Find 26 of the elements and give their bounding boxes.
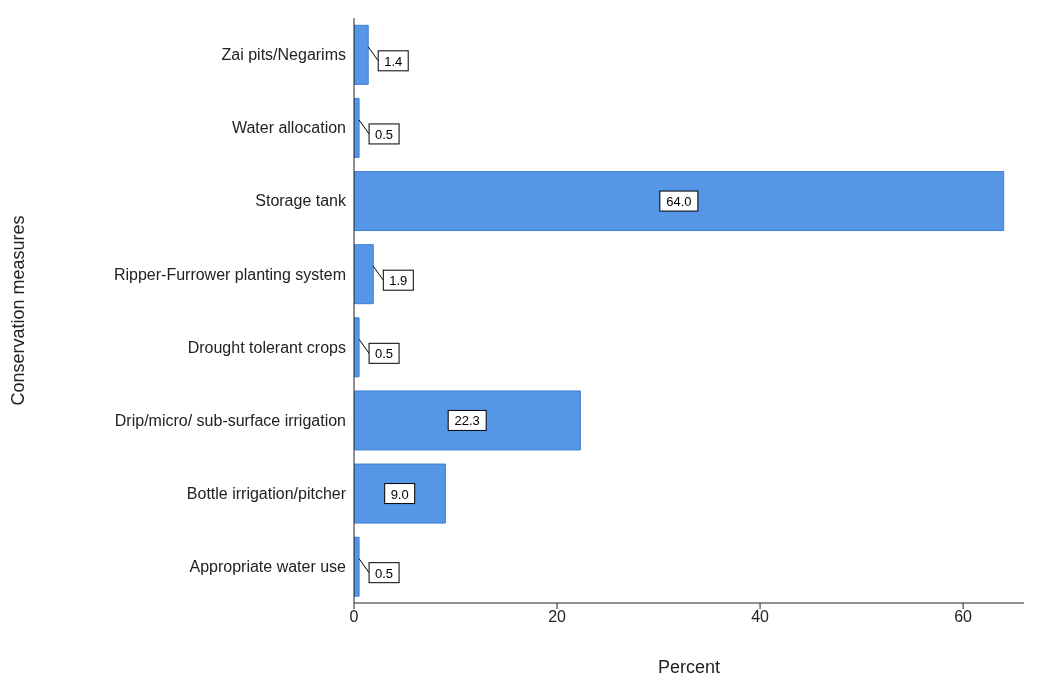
bar [354,171,1005,232]
data-label: 9.0 [390,486,409,502]
data-label: 1.9 [389,273,408,289]
x-tick-label: 20 [548,608,567,626]
y-axis-title: Conservation measures [8,215,29,406]
data-label: 64.0 [666,194,692,210]
data-label: 22.3 [454,413,480,429]
y-tick-label: Zai pits/Negarims [221,46,346,64]
data-label: 0.5 [375,126,394,142]
x-tick-label: 60 [954,608,973,626]
x-axis-title: Percent [657,657,721,677]
bar [354,390,581,451]
y-tick-label: Drip/micro/ sub-surface irrigation [114,411,346,429]
y-tick-label: Appropriate water use [189,558,347,576]
bar [354,24,369,85]
bar [354,244,374,305]
x-tick-label: 40 [751,608,770,626]
y-tick-label: Bottle irrigation/pitcher [186,484,347,502]
y-tick-label: Ripper-Furrower planting system [113,265,346,283]
y-tick-label: Drought tolerant crops [187,338,346,356]
data-label: 1.4 [384,53,403,69]
y-tick-label: Storage tank [255,192,347,210]
x-tick-label: 0 [349,608,359,626]
data-label: 0.5 [375,346,394,362]
data-label: 0.5 [375,565,394,581]
y-tick-label: Water allocation [231,119,346,137]
